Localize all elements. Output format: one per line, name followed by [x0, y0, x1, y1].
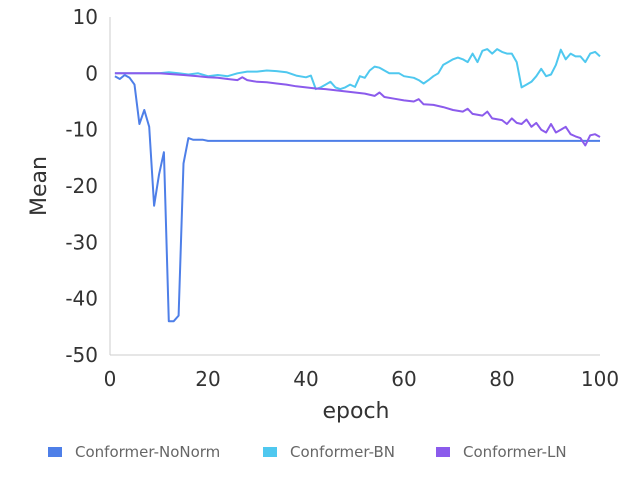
- series-line-conformer-ln: [114, 72, 601, 147]
- y-tick-label: -10: [65, 118, 98, 142]
- series-line-conformer-bn: [114, 48, 601, 91]
- x-tick-label: 40: [293, 367, 318, 391]
- legend-label: Conformer-NoNorm: [75, 443, 220, 461]
- legend-item[interactable]: Conformer-NoNorm: [48, 443, 220, 461]
- legend-label: Conformer-BN: [290, 443, 395, 461]
- y-tick-label: -50: [65, 343, 98, 367]
- series-line-conformer-nonorm: [114, 74, 600, 323]
- y-tick-label: -20: [65, 174, 98, 198]
- y-tick-label: -30: [65, 230, 98, 254]
- x-tick-label: 100: [581, 367, 619, 391]
- x-tick-label: 0: [104, 367, 117, 391]
- x-axis-title: epoch: [323, 399, 390, 424]
- legend-item[interactable]: Conformer-LN: [436, 443, 567, 461]
- legend-item[interactable]: Conformer-BN: [263, 443, 395, 461]
- y-tick-label: -40: [65, 287, 98, 311]
- x-tick-label: 20: [195, 367, 220, 391]
- y-tick-label: 0: [85, 61, 98, 85]
- y-tick-label: 10: [73, 5, 98, 29]
- legend: Conformer-NoNorm Conformer-BN Conformer-LN: [48, 443, 567, 461]
- y-axis-ticks: 10 0 -10 -20 -30 -40 -50: [65, 5, 98, 367]
- legend-label: Conformer-LN: [463, 443, 567, 461]
- x-tick-label: 80: [489, 367, 514, 391]
- legend-swatch: [436, 447, 450, 457]
- legend-swatch: [263, 447, 277, 457]
- legend-swatch: [48, 447, 62, 457]
- y-axis-title: Mean: [27, 156, 52, 216]
- x-axis-ticks: 0 20 40 60 80 100: [104, 367, 619, 391]
- series-lines: [114, 48, 601, 323]
- x-tick-label: 60: [391, 367, 416, 391]
